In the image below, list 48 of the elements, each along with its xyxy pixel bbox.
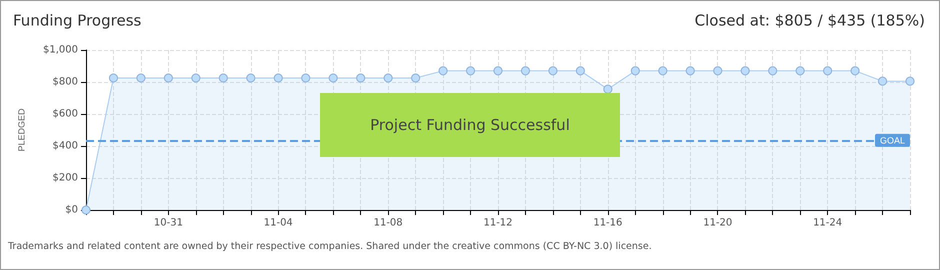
point [850,66,860,76]
y-tick-label: $1,000 [43,44,78,56]
point [274,74,283,82]
point [136,74,146,82]
point [108,74,118,82]
point [520,66,530,76]
point [164,74,173,82]
point [823,66,832,76]
y-tick-label: $800 [52,76,78,88]
x-tick-label: 11-08 [374,218,403,228]
point [218,74,228,82]
x-tick-label: 11-04 [264,218,293,228]
point [796,66,805,76]
y-tick-label: $400 [52,140,78,152]
point [438,66,448,76]
x-tick-label: 10-31 [154,218,183,228]
point [878,76,888,86]
point [768,66,778,76]
point [686,66,695,76]
chart-subtitle: Closed at: $805 / $435 (185%) [694,12,926,30]
point [356,74,366,82]
x-tick-label: 11-12 [483,218,513,228]
text: Trademarks and related content are owned by their respective companies. Shared under the creative commons (CC BY-NC 3.0) license. [8,241,653,253]
y-tick-label: $200 [52,172,78,184]
point [630,66,640,76]
y-tick-label: $600 [52,108,78,120]
y-axis-title: PLEDGED [16,108,26,152]
point [658,66,668,76]
point [603,84,612,94]
point [548,66,558,76]
point [740,66,750,76]
point [384,74,393,82]
point [466,66,476,76]
point [494,66,502,76]
point [713,66,722,76]
point [576,66,585,76]
point [191,74,200,82]
point [906,76,914,86]
point [328,74,338,82]
point [301,74,310,82]
x-tick-label: 11-16 [593,218,622,228]
y-tick-label: $0 [65,204,78,216]
x-tick-label: 11-24 [813,218,842,228]
point [411,74,420,82]
ref-line-label: GOAL [880,135,905,146]
chart-title: Funding Progress [13,12,142,30]
x-tick-label: 11-20 [703,218,732,228]
point [246,74,256,82]
